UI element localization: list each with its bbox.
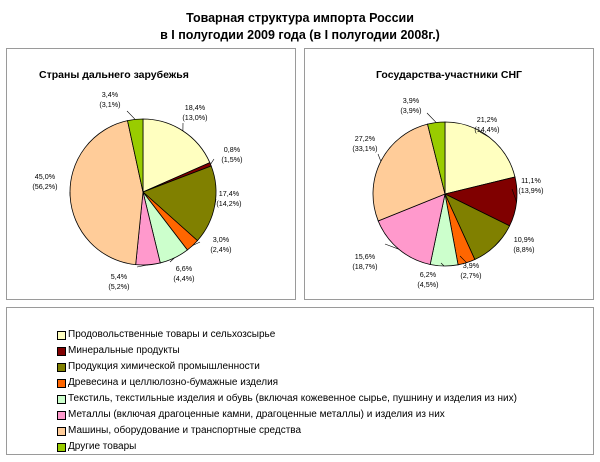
data-label-minerals-2009: 11,1% <box>521 176 541 185</box>
leader-line-chemicals <box>494 238 502 246</box>
data-label-metals-2008: (18,7%) <box>352 262 377 271</box>
data-label-metals-2009: 15,6% <box>355 252 376 261</box>
legend-swatch-food <box>57 331 66 340</box>
data-label-textiles-2009: 6,2% <box>420 270 437 279</box>
data-label-machinery-2008: (33,1%) <box>352 144 377 153</box>
pie-title-cis: Государства-участники СНГ <box>376 69 522 81</box>
legend-label-machinery: Машины, оборудование и транспортные сред… <box>68 425 302 436</box>
leader-line-chemicals <box>214 198 217 206</box>
leader-line-textiles <box>440 262 445 267</box>
data-label-wood-2009: 3,9% <box>463 261 480 270</box>
leader-line-minerals <box>210 158 215 165</box>
data-label-other-2009: 3,9% <box>403 96 420 105</box>
legend-swatch-textiles <box>57 395 66 404</box>
data-label-food-2008: (13,0%) <box>182 113 207 122</box>
data-label-wood-2008: (2,7%) <box>460 271 481 280</box>
data-label-textiles-2009: 6,6% <box>176 264 193 273</box>
data-label-food-2009: 21,2% <box>477 115 498 124</box>
data-label-wood-2008: (2,4%) <box>210 245 231 254</box>
data-label-machinery-2009: 27,2% <box>355 134 376 143</box>
data-label-metals-2008: (5,2%) <box>108 282 129 291</box>
leader-line-wood <box>192 241 201 246</box>
legend-swatch-chemicals <box>57 363 66 372</box>
leader-line-machinery <box>377 153 382 162</box>
data-label-metals-2009: 5,4% <box>111 272 128 281</box>
data-label-minerals-2009: 0,8% <box>224 145 241 154</box>
data-label-wood-2009: 3,0% <box>213 235 230 244</box>
pie-slice-machinery <box>372 123 446 222</box>
chart-title-line-1: Товарная структура импорта России <box>186 11 414 25</box>
leader-line-metals <box>384 243 399 250</box>
legend-swatch-metals <box>57 411 66 420</box>
legend-label-metals: Металлы (включая драгоценные камни, драг… <box>68 409 445 420</box>
pie-slice-food <box>142 118 211 193</box>
leader-line-textiles <box>169 257 175 263</box>
chart-title: Товарная структура импорта России в I по… <box>0 10 600 44</box>
pie-title-far-abroad: Страны дальнего зарубежья <box>39 69 189 81</box>
leader-line-wood <box>459 255 467 263</box>
leader-line-minerals <box>511 188 517 203</box>
pie-chart-far-abroad: 18,4%(13,0%) 0,8%(1,5%) 17,4%(14,2%) 3,0%(2… <box>32 90 242 291</box>
data-label-chemicals-2009: 10,9% <box>514 235 535 244</box>
leader-line-other <box>126 110 136 120</box>
data-label-minerals-2008: (1,5%) <box>221 155 242 164</box>
legend: Продовольственные товары и сельхозсырье … <box>6 307 594 455</box>
pie-labels: 21,2%(14,4%)11,1%(13,9%)10,9%(8,8%)3,9%(… <box>352 96 543 289</box>
legend-swatch-minerals <box>57 347 66 356</box>
data-label-other-2008: (3,1%) <box>99 100 120 109</box>
pie-slices <box>69 118 217 266</box>
legend-swatch-wood <box>57 379 66 388</box>
data-label-chemicals-2009: 17,4% <box>219 189 240 198</box>
data-label-food-2008: (14,4%) <box>474 125 499 134</box>
data-label-chemicals-2008: (14,2%) <box>216 199 241 208</box>
chart-title-line-2: в I полугодии 2009 года (в I полугодии 2… <box>160 28 440 42</box>
legend-label-chemicals: Продукция химической промышленности <box>68 361 260 372</box>
data-label-textiles-2008: (4,5%) <box>417 280 438 289</box>
legend-swatch-other <box>57 443 66 452</box>
data-label-textiles-2008: (4,4%) <box>173 274 194 283</box>
legend-swatch-machinery <box>57 427 66 436</box>
data-label-machinery-2008: (56,2%) <box>32 182 57 191</box>
data-label-other-2008: (3,9%) <box>400 106 421 115</box>
data-label-minerals-2008: (13,9%) <box>518 186 543 195</box>
data-label-machinery-2009: 45,0% <box>35 172 56 181</box>
data-label-food-2009: 18,4% <box>185 103 206 112</box>
legend-label-other: Другие товары <box>68 441 137 452</box>
pie-labels: 18,4%(13,0%) 0,8%(1,5%) 17,4%(14,2%) 3,0%(2… <box>32 90 242 291</box>
legend-label-textiles: Текстиль, текстильные изделия и обувь (в… <box>68 393 517 404</box>
leader-line-metals <box>136 264 149 268</box>
pie-panel-cis: Государства-участники СНГ 21,2% (14,4%) 11… <box>304 48 594 300</box>
pie-slices <box>372 121 518 267</box>
legend-label-wood: Древесина и целлюлозно-бумажные изделия <box>68 377 279 388</box>
legend-label-food: Продовольственные товары и сельхозсырье <box>68 329 276 340</box>
legend-label-minerals: Минеральные продукты <box>68 345 180 356</box>
leader-line-other <box>426 112 437 123</box>
data-label-other-2009: 3,4% <box>102 90 119 99</box>
leader-line-food <box>479 131 490 138</box>
pie-panel-far-abroad: Страны дальнего зарубежья 18,4% (13,0%) 0,… <box>6 48 296 300</box>
data-label-chemicals-2008: (8,8%) <box>513 245 534 254</box>
pie-chart-cis: 21,2%(14,4%)11,1%(13,9%)10,9%(8,8%)3,9%(… <box>352 96 543 289</box>
